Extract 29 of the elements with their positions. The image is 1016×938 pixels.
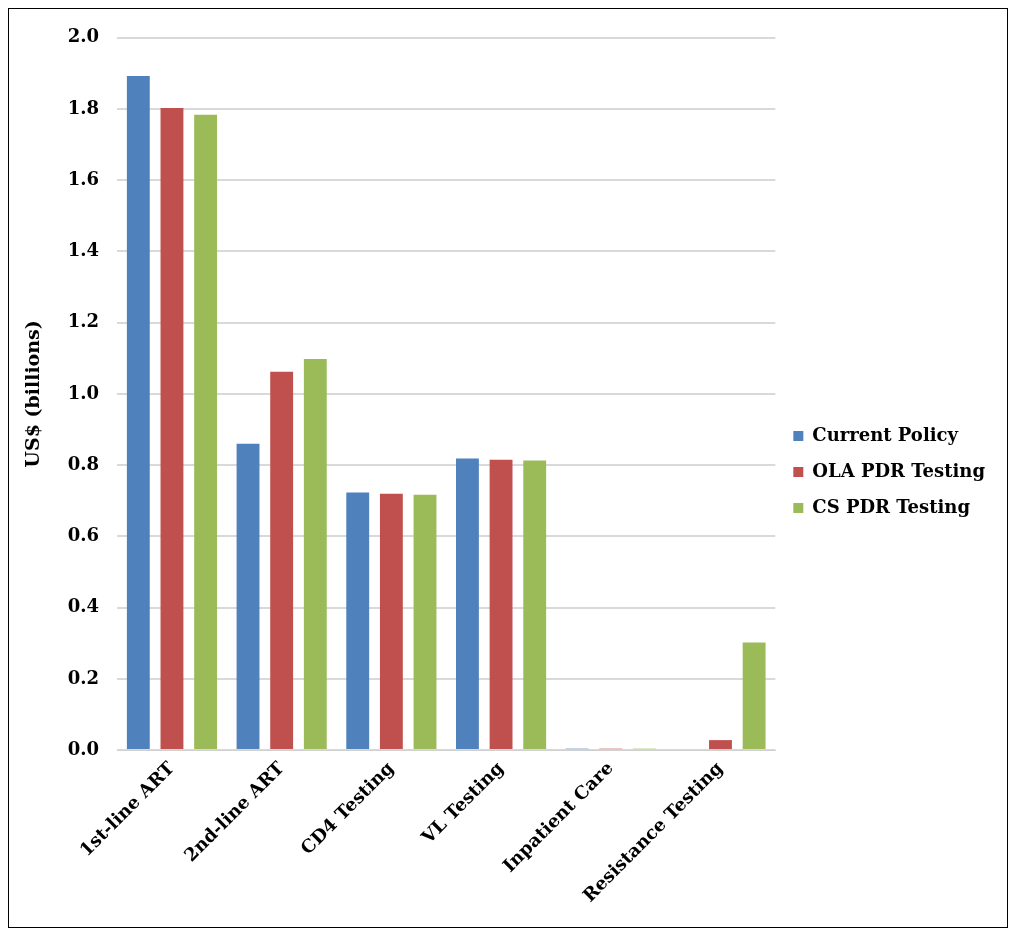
bar bbox=[270, 371, 294, 750]
bar bbox=[455, 458, 479, 750]
bar bbox=[709, 740, 732, 750]
legend-label: Current Policy bbox=[812, 423, 959, 445]
bar bbox=[126, 75, 150, 750]
bar bbox=[303, 359, 327, 750]
bar bbox=[160, 107, 184, 750]
bar bbox=[236, 443, 260, 750]
bar bbox=[194, 114, 218, 750]
y-tick-label: 2.0 bbox=[67, 25, 100, 47]
y-tick-label: 0.4 bbox=[67, 595, 100, 617]
y-tick-label: 0.2 bbox=[67, 666, 100, 688]
y-tick-label: 0.6 bbox=[67, 524, 100, 546]
y-tick-label: 0.0 bbox=[67, 737, 100, 759]
bar bbox=[489, 459, 513, 750]
bar bbox=[379, 493, 403, 750]
y-axis-title: US$ (billions) bbox=[21, 320, 44, 468]
y-tick-label: 1.6 bbox=[67, 167, 100, 189]
bar bbox=[742, 642, 766, 750]
y-tick-label: 1.4 bbox=[67, 239, 100, 261]
y-tick-label: 1.8 bbox=[67, 96, 100, 118]
legend-label: OLA PDR Testing bbox=[812, 459, 986, 481]
y-tick-label: 0.8 bbox=[67, 452, 100, 474]
bar bbox=[523, 460, 547, 750]
y-tick-label: 1.2 bbox=[67, 310, 100, 332]
bar bbox=[413, 494, 437, 750]
bar bbox=[346, 492, 370, 750]
legend-label: CS PDR Testing bbox=[812, 495, 971, 517]
y-tick-label: 1.0 bbox=[67, 381, 100, 403]
